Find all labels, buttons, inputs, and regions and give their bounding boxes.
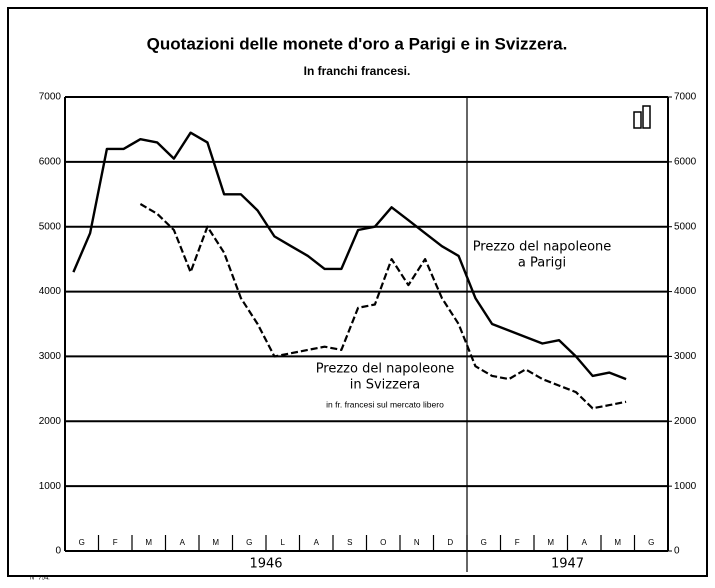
- x-tick-label: A: [314, 538, 320, 547]
- year-label: 1946: [249, 557, 282, 572]
- x-tick-label: L: [281, 538, 286, 547]
- series-label: a Parigi: [518, 256, 566, 271]
- chart-subtitle: In franchi francesi.: [304, 64, 411, 78]
- footnote: N° 754.: [30, 576, 50, 582]
- y2-tick-label: 4000: [674, 286, 697, 297]
- y2-tick-label: 7000: [674, 92, 697, 103]
- y-tick-label: 5000: [39, 221, 62, 232]
- y-tick-label: 7000: [39, 92, 62, 103]
- x-tick-label: M: [547, 538, 554, 547]
- y-tick-label: 6000: [39, 156, 62, 167]
- y2-tick-label: 6000: [674, 156, 697, 167]
- x-tick-label: O: [380, 538, 386, 547]
- y2-tick-label: 1000: [674, 481, 697, 492]
- x-tick-label: A: [180, 538, 186, 547]
- x-tick-label: M: [212, 538, 219, 547]
- series-label: Prezzo del napoleone: [473, 240, 612, 255]
- x-tick-label: F: [113, 538, 118, 547]
- x-tick-label: G: [79, 538, 85, 547]
- x-tick-label: N: [414, 538, 420, 547]
- series-label: in Svizzera: [350, 378, 421, 393]
- x-tick-label: D: [447, 538, 453, 547]
- y-tick-label: 1000: [39, 481, 62, 492]
- x-tick-label: G: [481, 538, 487, 547]
- x-tick-label: G: [648, 538, 654, 547]
- icon: [633, 105, 651, 129]
- y-tick-label: 3000: [39, 351, 62, 362]
- y-tick-label: 0: [55, 546, 61, 557]
- frame: [7, 7, 708, 577]
- series-label: Prezzo del napoleone: [316, 362, 455, 377]
- y2-tick-label: 0: [674, 546, 680, 557]
- series-note: in fr. francesi sul mercato libero: [326, 399, 444, 409]
- y2-tick-label: 2000: [674, 416, 697, 427]
- y-tick-label: 4000: [39, 286, 62, 297]
- year-label: 1947: [551, 557, 584, 572]
- x-tick-label: M: [145, 538, 152, 547]
- x-tick-label: G: [246, 538, 252, 547]
- chart-title: Quotazioni delle monete d'oro a Parigi e…: [147, 34, 568, 53]
- series-line: [72, 131, 627, 381]
- series-line: [139, 203, 627, 410]
- y2-tick-label: 5000: [674, 221, 697, 232]
- x-tick-label: S: [347, 538, 352, 547]
- y-tick-label: 2000: [39, 416, 62, 427]
- x-tick-label: F: [515, 538, 520, 547]
- x-tick-label: M: [614, 538, 621, 547]
- x-tick-label: A: [582, 538, 588, 547]
- y2-tick-label: 3000: [674, 351, 697, 362]
